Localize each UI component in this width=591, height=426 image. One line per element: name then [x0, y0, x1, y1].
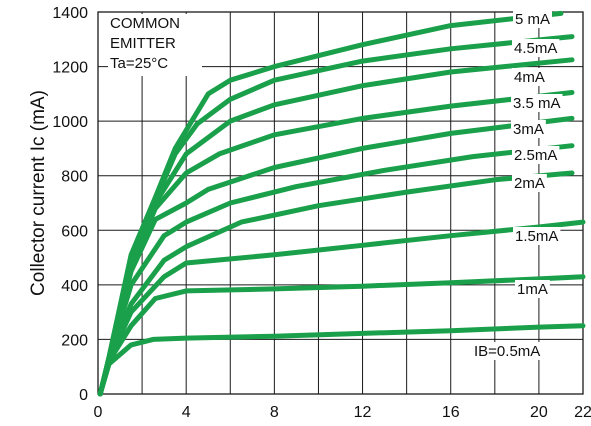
x-tick-label: 8 [270, 404, 279, 421]
y-tick-label: 1400 [52, 5, 88, 22]
annotation-block: COMMON EMITTER Ta=25°C [108, 14, 202, 76]
series-label: 3.5 mA [511, 94, 563, 112]
tick-labels: 0 4 8 12 16 20 22 0 200 400 600 800 1000 1200 1400 [52, 5, 591, 421]
series-line [97, 219, 586, 397]
y-tick-label: 200 [61, 332, 88, 349]
series-label-text: 1mA [517, 281, 548, 298]
plot-frame [97, 11, 584, 395]
y-tick-label: 600 [61, 223, 88, 240]
series-label-text: 3mA [513, 121, 544, 138]
y-tick-label: 800 [61, 169, 88, 186]
x-tick-label: 22 [574, 404, 591, 421]
series-labels: IB=0.5mA 1mA 1.5mA 2mA 2.5mA 3mA 3.5 mA 4mA 4.5m… [472, 10, 563, 360]
series-label-bg [511, 120, 546, 138]
series-label: 3mA [511, 120, 546, 138]
series-label-text: 1.5mA [515, 228, 558, 245]
series-label: 2mA [512, 174, 547, 192]
series-label-bg [513, 10, 553, 28]
series-label-bg [472, 342, 543, 360]
series-label-text: 4mA [514, 69, 545, 86]
series-label-text: 2mA [514, 175, 545, 192]
series-label-bg [511, 94, 563, 112]
y-tick-label: 400 [61, 278, 88, 295]
curves [97, 10, 586, 397]
series-line [97, 274, 586, 397]
series-label-bg [513, 227, 561, 245]
series-line [97, 170, 575, 397]
series-label-text: 4.5mA [514, 40, 557, 57]
x-tick-label: 0 [94, 404, 103, 421]
x-tick-label: 20 [530, 404, 548, 421]
series-line [97, 323, 586, 397]
y-tick-label: 1200 [52, 60, 88, 77]
x-tick-label: 4 [182, 404, 191, 421]
x-tick-label: 16 [442, 404, 460, 421]
series-label-text: 3.5 mA [513, 95, 561, 112]
series-label-bg [512, 146, 560, 164]
series-label-text: IB=0.5mA [474, 343, 540, 360]
series-label-bg [515, 280, 550, 298]
series-label-bg [512, 68, 547, 86]
series-label: 2.5mA [512, 146, 560, 164]
annotation-bg [108, 14, 202, 76]
series-label: 4.5mA [512, 39, 560, 57]
y-tick-label: 0 [79, 387, 88, 404]
series-line [97, 10, 564, 397]
series-label-bg [512, 39, 560, 57]
series-label: IB=0.5mA [472, 342, 543, 360]
series-label-bg [512, 174, 547, 192]
annotation-line: EMITTER [110, 35, 176, 52]
series-label: 5 mA [513, 10, 553, 28]
series-label-text: 2.5mA [514, 147, 557, 164]
series-label: 4mA [512, 68, 547, 86]
annotation-line: COMMON [110, 15, 180, 32]
series-label: 1.5mA [513, 227, 561, 245]
series-label-text: 5 mA [515, 11, 550, 28]
y-axis-label: Collector current Ic (mA) [28, 90, 49, 296]
annotation-line: Ta=25°C [110, 55, 168, 72]
y-tick-label: 1000 [52, 114, 88, 131]
x-tick-label: 12 [354, 404, 372, 421]
series-label: 1mA [515, 280, 550, 298]
